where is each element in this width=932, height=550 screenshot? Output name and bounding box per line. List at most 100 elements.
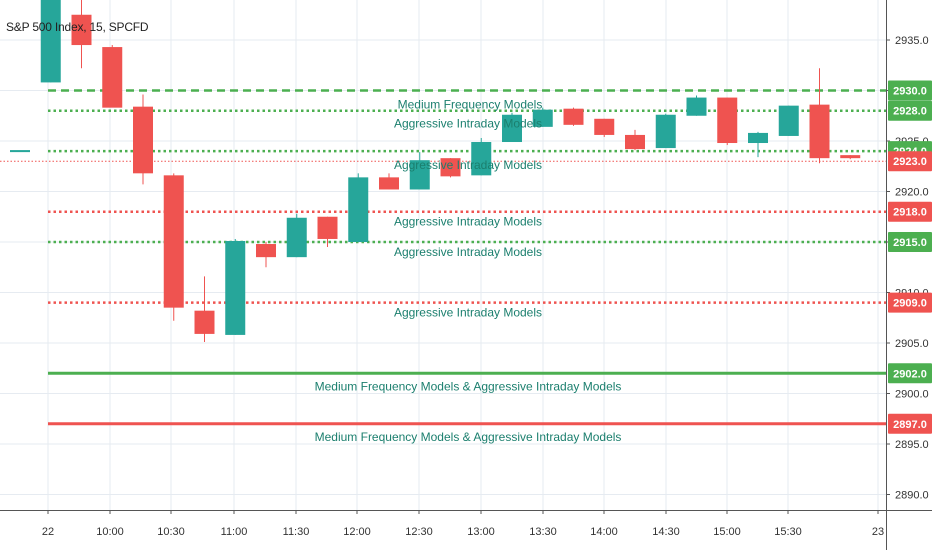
candle-series — [10, 0, 861, 342]
level-tag-label: 2928.0 — [893, 106, 927, 118]
time-tick-label: 11:00 — [221, 526, 248, 538]
time-tick-label: 22 — [42, 526, 54, 538]
level-tag-label: 2897.0 — [893, 419, 927, 431]
candle — [563, 107, 584, 126]
level-tag-2897.0 — [888, 413, 932, 434]
level-annotation: Medium Frequency Models — [398, 98, 543, 112]
level-annotation: Aggressive Intraday Models — [394, 117, 542, 131]
candle — [625, 129, 645, 151]
candle-body — [348, 177, 369, 242]
level-tag-2923.0 — [888, 151, 932, 172]
level-tag-2918.0 — [888, 201, 932, 222]
candle — [409, 152, 430, 190]
time-tick-label: 14:00 — [590, 526, 618, 538]
candle-body — [225, 240, 246, 335]
level-tag-label: 2918.0 — [893, 207, 927, 219]
candle — [471, 137, 492, 176]
candle — [594, 118, 615, 137]
candle — [194, 276, 215, 342]
level-tag-label: 2923.0 — [893, 156, 927, 168]
candle — [256, 242, 276, 268]
price-level-lines — [0, 89, 886, 426]
candle-body — [440, 158, 461, 177]
candle-body — [10, 150, 30, 153]
candle — [225, 238, 246, 335]
level-tag-label: 2915.0 — [893, 237, 927, 249]
price-axis[interactable]: 2935.02930.02925.02920.02915.02910.02905… — [886, 0, 932, 550]
level-annotation: Aggressive Intraday Models — [394, 306, 542, 320]
price-tick-label: 2935.0 — [895, 35, 929, 47]
time-tick-label: 15:00 — [713, 526, 741, 538]
candle-body — [840, 155, 861, 159]
candle-body — [532, 109, 553, 127]
level-annotation: Medium Frequency Models & Aggressive Int… — [315, 379, 622, 393]
candle-body — [717, 97, 738, 144]
candle-body — [40, 0, 61, 83]
candle — [655, 113, 676, 149]
price-tick-label: 2905.0 — [895, 338, 929, 350]
time-tick-label: 12:00 — [343, 526, 371, 538]
candle-body — [71, 14, 92, 46]
level-tag-2902.0 — [888, 363, 932, 384]
candle — [163, 173, 184, 321]
candle-body — [471, 142, 492, 176]
time-tick-label: 23 — [872, 526, 884, 538]
price-tick-label: 2895.0 — [895, 439, 929, 451]
candle — [348, 173, 369, 242]
candle-body — [563, 108, 584, 125]
candle-body — [809, 104, 830, 159]
candle — [840, 155, 861, 160]
candle — [748, 131, 768, 158]
candle-body — [625, 134, 645, 150]
candle-body — [256, 244, 276, 258]
candle-body — [778, 105, 799, 136]
candle-body — [655, 114, 676, 149]
level-tag-2928.0 — [888, 100, 932, 121]
level-tag-label: 2909.0 — [893, 298, 927, 310]
candle-body — [194, 310, 215, 334]
candle — [40, 0, 61, 83]
candle-body — [133, 106, 153, 174]
time-tick-label: 13:00 — [467, 526, 495, 538]
candle — [717, 97, 738, 146]
candle-body — [317, 216, 338, 239]
price-tick-label: 2900.0 — [895, 389, 929, 401]
candle — [10, 150, 30, 153]
candle-body — [163, 175, 184, 308]
candle — [102, 45, 123, 108]
time-tick-label: 10:30 — [157, 526, 185, 538]
candle — [71, 0, 92, 69]
level-annotation: Medium Frequency Models & Aggressive Int… — [315, 430, 622, 444]
candle-body — [286, 217, 307, 258]
candle-body — [686, 97, 707, 116]
price-tick-label: 2920.0 — [895, 187, 929, 199]
chart-title: S&P 500 Index, 15, SPCFD — [6, 20, 149, 34]
candle — [532, 107, 553, 127]
level-tag-2909.0 — [888, 292, 932, 313]
candle-body — [379, 177, 399, 190]
level-tag-label: 2902.0 — [893, 368, 927, 380]
candle — [286, 213, 307, 258]
time-axis[interactable]: 22 10:00 10:30 11:00 11:30 12:00 12:30 13:00 13:… — [0, 510, 932, 538]
time-tick-label: 14:30 — [652, 526, 680, 538]
time-tick-label: 13:30 — [529, 526, 557, 538]
candle — [317, 216, 338, 248]
candle — [379, 173, 399, 190]
candle-body — [748, 132, 768, 144]
time-tick-label: 10:00 — [96, 526, 124, 538]
level-annotation: Aggressive Intraday Models — [394, 215, 542, 229]
time-tick-label: 12:30 — [405, 526, 433, 538]
candle — [778, 105, 799, 136]
candle — [440, 158, 461, 178]
candle-body — [409, 160, 430, 190]
candle — [809, 68, 830, 164]
candle — [133, 94, 153, 185]
price-tick-label: 2890.0 — [895, 490, 929, 502]
candle-body — [594, 118, 615, 135]
level-tag-label: 2930.0 — [893, 86, 927, 98]
candle — [502, 112, 522, 143]
candle — [686, 95, 707, 116]
time-tick-label: 11:30 — [283, 526, 310, 538]
level-annotation: Aggressive Intraday Models — [394, 158, 542, 172]
